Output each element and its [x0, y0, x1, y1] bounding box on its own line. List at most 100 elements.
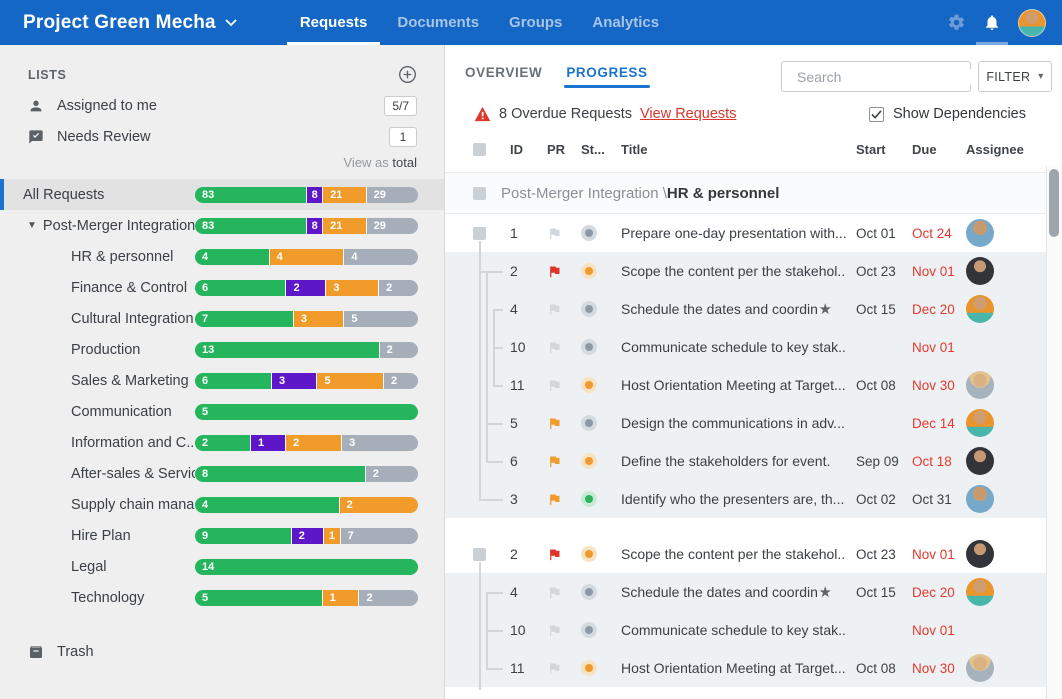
- row-title[interactable]: Define the stakeholders for event.: [621, 453, 831, 469]
- scrollbar-thumb[interactable]: [1049, 169, 1059, 237]
- priority-flag-icon[interactable]: [547, 547, 562, 562]
- row-title[interactable]: Schedule the dates and coordin...: [621, 584, 819, 600]
- column-assignee[interactable]: Assignee: [966, 141, 1024, 157]
- status-icon[interactable]: [585, 381, 593, 389]
- assignee-avatar[interactable]: [966, 485, 994, 513]
- dependencies-checkbox[interactable]: [868, 106, 884, 122]
- settings-button[interactable]: [947, 0, 966, 45]
- assignee-avatar[interactable]: [966, 447, 994, 475]
- row-title[interactable]: Scope the content per the stakehol...: [621, 263, 846, 279]
- row-title[interactable]: Design the communications in adv...: [621, 415, 845, 431]
- priority-flag-icon[interactable]: [547, 340, 562, 355]
- assignee-avatar[interactable]: [966, 578, 994, 606]
- table-row[interactable]: 2 Scope the content per the stakehol... …: [445, 252, 1062, 290]
- table-row[interactable]: 2 Scope the content per the stakehol... …: [445, 535, 1062, 573]
- sidebar-list-item[interactable]: All Requests 83 8 21 29: [0, 179, 444, 210]
- star-icon[interactable]: ★: [818, 584, 832, 601]
- status-icon[interactable]: [585, 626, 593, 634]
- table-row[interactable]: 4 Schedule the dates and coordin... ★ Oc…: [445, 290, 1062, 328]
- row-title[interactable]: Scope the content per the stakehol...: [621, 546, 846, 562]
- assignee-avatar[interactable]: [966, 654, 994, 682]
- row-title[interactable]: Communicate schedule to key stak...: [621, 622, 846, 638]
- status-icon[interactable]: [585, 588, 593, 596]
- row-title[interactable]: Prepare one-day presentation with...: [621, 225, 846, 241]
- column-start[interactable]: Start: [856, 141, 886, 157]
- assignee-avatar[interactable]: [966, 371, 994, 399]
- tab-requests[interactable]: Requests: [285, 0, 383, 45]
- priority-flag-icon[interactable]: [547, 264, 562, 279]
- column-pr[interactable]: PR: [547, 141, 566, 157]
- status-icon[interactable]: [585, 419, 593, 427]
- sidebar-list-item[interactable]: Production 13 2: [0, 334, 444, 365]
- column-status[interactable]: St...: [581, 141, 605, 157]
- table-row[interactable]: 4 Schedule the dates and coordin... ★ Oc…: [445, 573, 1062, 611]
- tab-documents[interactable]: Documents: [397, 14, 480, 31]
- tab-overview[interactable]: OVERVIEW: [465, 65, 543, 80]
- status-icon[interactable]: [585, 550, 593, 558]
- priority-flag-icon[interactable]: [547, 492, 562, 507]
- search-input[interactable]: [797, 68, 978, 85]
- sidebar-item-trash[interactable]: Trash: [0, 636, 444, 667]
- column-title[interactable]: Title: [621, 141, 648, 157]
- status-icon[interactable]: [585, 457, 593, 465]
- priority-flag-icon[interactable]: [547, 416, 562, 431]
- group-checkbox[interactable]: [473, 186, 486, 200]
- row-title[interactable]: Host Orientation Meeting at Target...: [621, 660, 846, 676]
- assignee-avatar[interactable]: [966, 540, 994, 568]
- priority-flag-icon[interactable]: [547, 623, 562, 638]
- priority-flag-icon[interactable]: [547, 226, 562, 241]
- collapse-arrow-icon[interactable]: ▼: [27, 220, 37, 231]
- sidebar-item-needs-review[interactable]: Needs Review 1: [0, 121, 444, 152]
- table-row[interactable]: 5 Design the communications in adv... De…: [445, 404, 1062, 442]
- row-title[interactable]: Schedule the dates and coordin...: [621, 301, 819, 317]
- row-title[interactable]: Host Orientation Meeting at Target...: [621, 377, 846, 393]
- tab-analytics[interactable]: Analytics: [592, 14, 660, 31]
- sidebar-list-item[interactable]: ▼ Post-Merger Integration 83 8 21 29: [0, 210, 444, 241]
- group-header[interactable]: Post-Merger Integration \ HR & personnel: [445, 172, 1062, 214]
- view-requests-link[interactable]: View Requests: [640, 106, 737, 122]
- column-due[interactable]: Due: [912, 141, 937, 157]
- priority-flag-icon[interactable]: [547, 661, 562, 676]
- status-icon[interactable]: [585, 495, 593, 503]
- sidebar-list-item[interactable]: Legal 14: [0, 551, 444, 582]
- assignee-avatar[interactable]: [966, 295, 994, 323]
- status-icon[interactable]: [585, 664, 593, 672]
- priority-flag-icon[interactable]: [547, 454, 562, 469]
- priority-flag-icon[interactable]: [547, 378, 562, 393]
- assignee-avatar[interactable]: [966, 409, 994, 437]
- show-dependencies-toggle[interactable]: Show Dependencies: [868, 106, 1026, 122]
- row-title[interactable]: Communicate schedule to key stak...: [621, 339, 846, 355]
- view-as-value-link[interactable]: total: [392, 155, 417, 170]
- star-icon[interactable]: ★: [818, 301, 832, 318]
- add-list-button[interactable]: [398, 65, 417, 84]
- table-row[interactable]: 3 Identify who the presenters are, th...…: [445, 480, 1062, 518]
- row-drag-handle[interactable]: [473, 547, 486, 561]
- user-avatar[interactable]: [1018, 8, 1046, 37]
- row-drag-handle[interactable]: [473, 226, 486, 240]
- table-row[interactable]: 10 Communicate schedule to key stak... N…: [445, 611, 1062, 649]
- priority-flag-icon[interactable]: [547, 585, 562, 600]
- notifications-button[interactable]: [976, 0, 1008, 45]
- status-icon[interactable]: [585, 229, 593, 237]
- column-id[interactable]: ID: [510, 141, 523, 157]
- status-icon[interactable]: [585, 343, 593, 351]
- table-row[interactable]: 6 Define the stakeholders for event. Sep…: [445, 442, 1062, 480]
- table-row[interactable]: 11 Host Orientation Meeting at Target...…: [445, 366, 1062, 404]
- assignee-avatar[interactable]: [966, 257, 994, 285]
- table-row[interactable]: 11 Host Orientation Meeting at Target...…: [445, 649, 1062, 687]
- project-title-menu[interactable]: Project Green Mecha: [0, 0, 237, 45]
- row-title[interactable]: Identify who the presenters are, th...: [621, 491, 845, 507]
- priority-flag-icon[interactable]: [547, 302, 562, 317]
- tab-groups[interactable]: Groups: [509, 14, 563, 31]
- sidebar-item-assigned-to-me[interactable]: Assigned to me 5/7: [0, 90, 444, 121]
- assignee-avatar[interactable]: [966, 219, 994, 247]
